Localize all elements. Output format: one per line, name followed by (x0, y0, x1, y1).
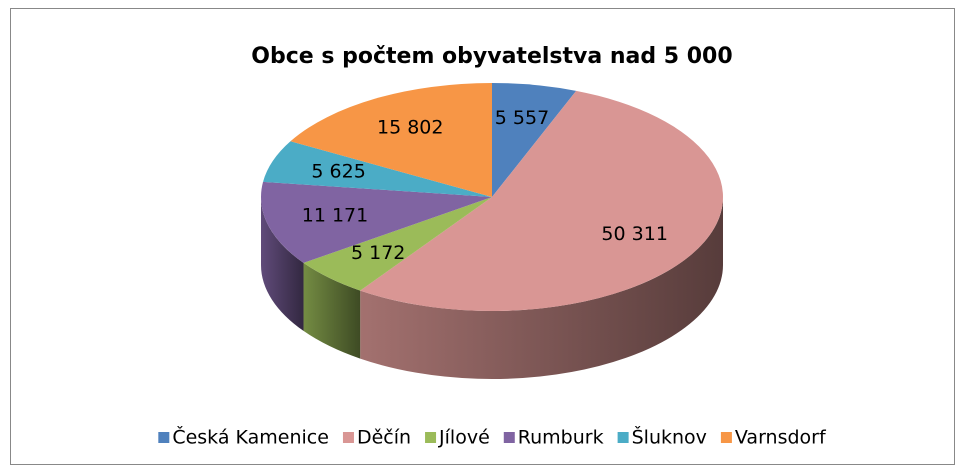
slice (290, 83, 492, 197)
legend-label: Rumburk (518, 427, 604, 449)
legend-swatch (720, 432, 732, 443)
data-label: 5 172 (351, 242, 405, 264)
legend-swatch (158, 432, 170, 443)
legend-label: Česká Kamenice (172, 425, 329, 449)
slice-side (360, 197, 723, 379)
slice (492, 83, 577, 197)
legend-label: Jílové (438, 427, 490, 449)
legend-swatch (425, 432, 437, 443)
legend-label: Varnsdorf (735, 427, 827, 449)
data-label: 50 311 (601, 223, 667, 245)
chart-title: Obce s počtem obyvatelstva nad 5 000 (251, 44, 732, 69)
legend-label: Šluknov (632, 425, 707, 449)
slice (360, 90, 723, 311)
legend-swatch (342, 432, 354, 443)
slice-side (303, 262, 361, 359)
slice (260, 181, 492, 263)
legend-swatch (617, 432, 629, 443)
data-label: 5 557 (495, 107, 549, 129)
legend-swatch (503, 432, 515, 443)
slice-side (261, 197, 304, 331)
data-label: 5 625 (311, 160, 365, 182)
legend-label: Děčín (357, 427, 411, 449)
slice (303, 197, 492, 291)
data-label: 15 802 (377, 117, 443, 139)
slice (263, 141, 492, 197)
data-label: 11 171 (302, 205, 368, 227)
